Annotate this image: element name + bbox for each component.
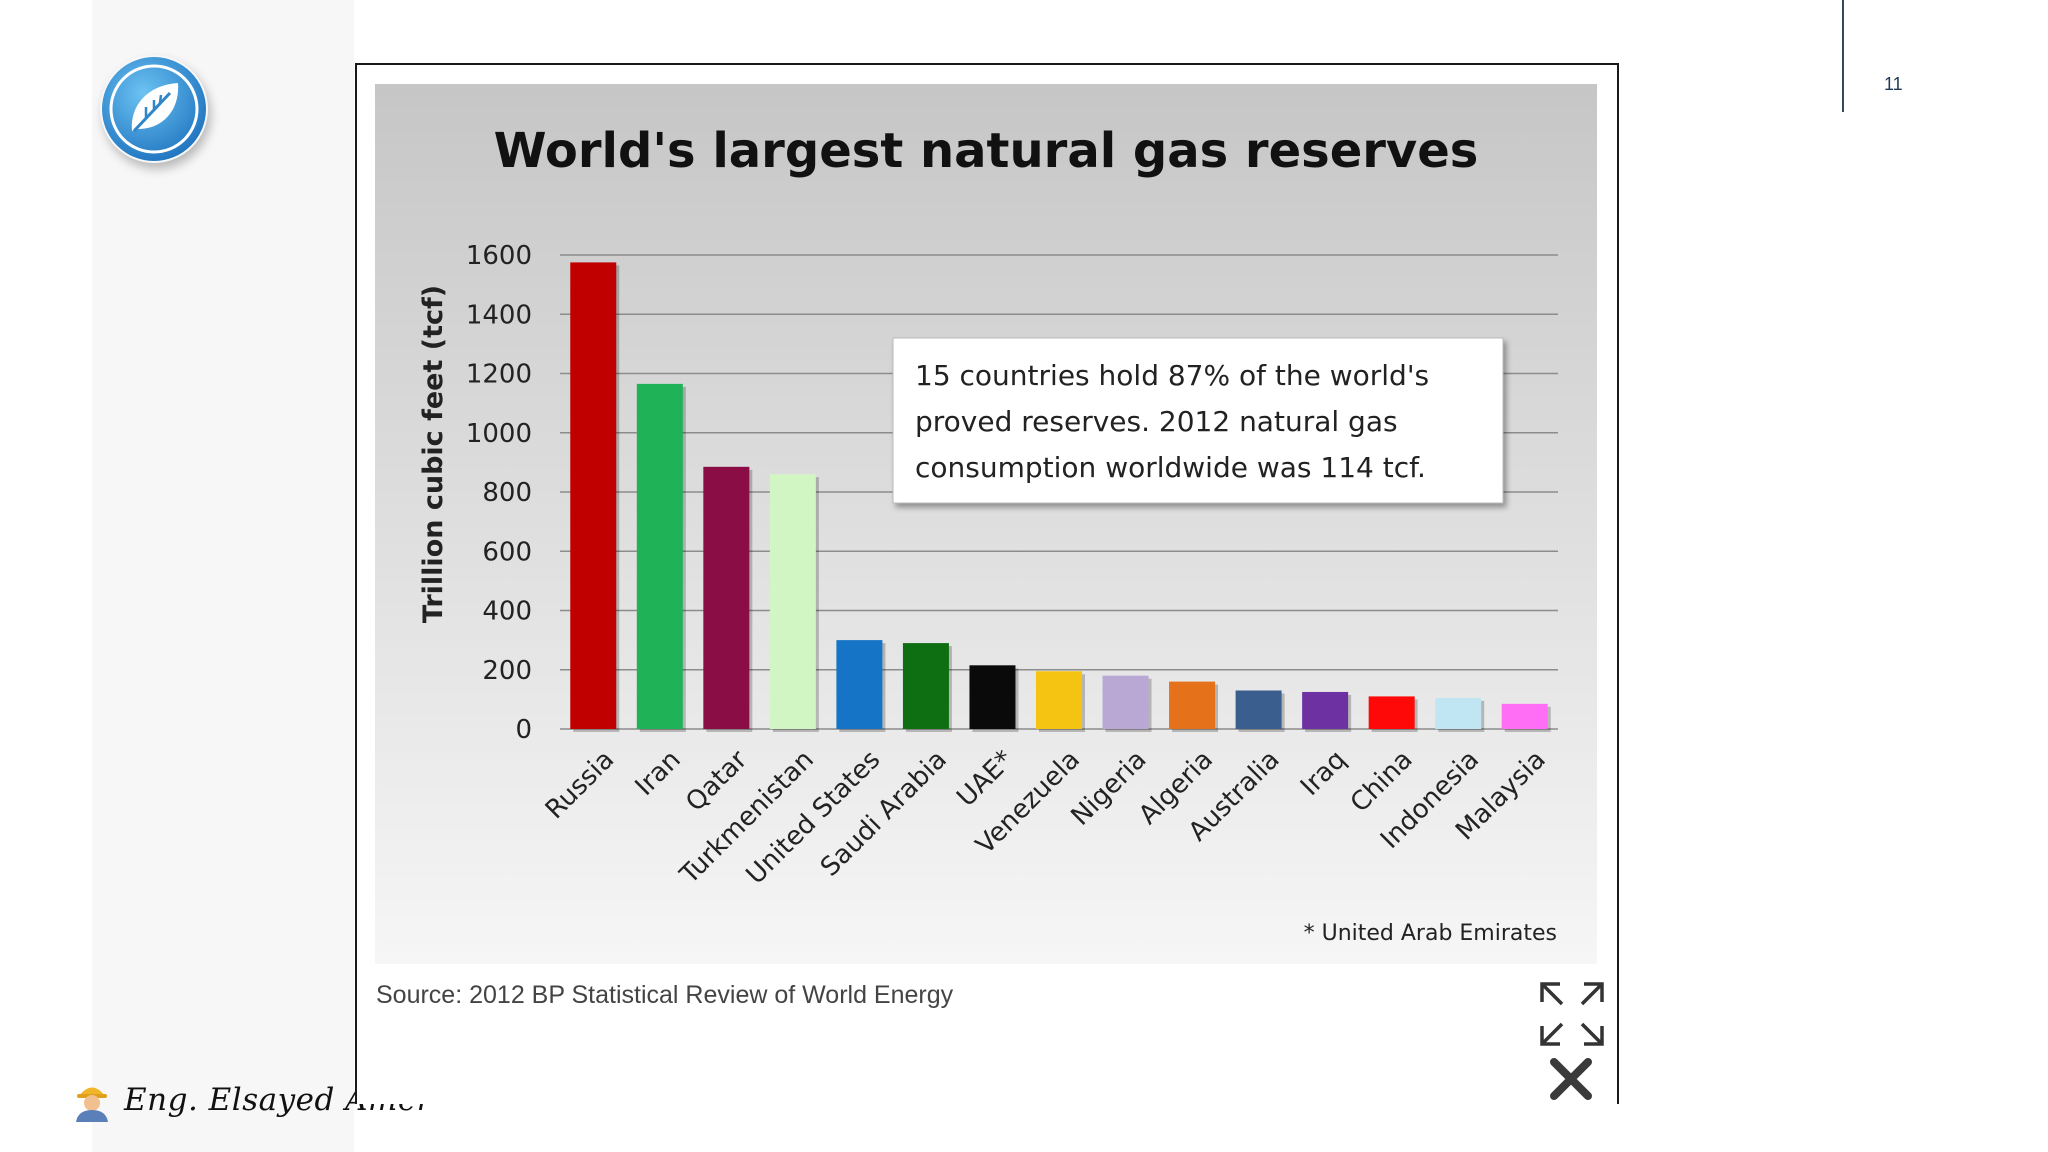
- y-tick-label: 1600: [466, 241, 532, 271]
- header-divider: [1842, 0, 1844, 112]
- y-tick-label: 1200: [466, 360, 532, 390]
- expand-icon[interactable]: [1538, 980, 1606, 1048]
- bar: [1435, 697, 1482, 729]
- y-tick-label: 800: [482, 478, 532, 508]
- y-axis-ticks: 0 200 400 600 800 1000 1200 1400 1600: [466, 241, 532, 745]
- bar: [1302, 691, 1349, 729]
- y-tick-label: 1000: [466, 419, 532, 449]
- bar: [570, 262, 617, 729]
- y-tick-label: 600: [482, 537, 532, 567]
- bar: [1036, 671, 1082, 729]
- annotation-box: 15 countries hold 87% of the world's prov…: [892, 337, 1504, 504]
- bar: [1169, 681, 1216, 729]
- leaf-logo-icon: [102, 57, 206, 161]
- bar: [1368, 696, 1415, 729]
- source-caption: Source: 2012 BP Statistical Review of Wo…: [376, 981, 954, 1009]
- bars: [570, 262, 1551, 732]
- bar: [769, 474, 816, 729]
- annotation-line: 15 countries hold 87% of the world's: [915, 359, 1429, 392]
- left-panel: [92, 0, 354, 1152]
- annotation-line: consumption worldwide was 114 tcf.: [915, 451, 1426, 484]
- chart-title: World's largest natural gas reserves: [494, 123, 1479, 179]
- y-tick-label: 1400: [466, 300, 532, 330]
- bar: [1102, 675, 1149, 729]
- page-number: 11: [1884, 74, 1903, 94]
- close-icon[interactable]: [1548, 1056, 1594, 1102]
- bar: [1501, 703, 1548, 729]
- svg-text:15 countries hold 87% of the w: 15 countries hold 87% of the world's prov…: [915, 359, 1429, 484]
- bar: [1235, 690, 1282, 729]
- y-tick-label: 400: [482, 597, 532, 627]
- annotation-line: proved reserves. 2012 natural gas: [915, 405, 1398, 438]
- worker-emoji-icon: [76, 1087, 108, 1122]
- bar: [636, 383, 683, 729]
- bar: [969, 665, 1016, 729]
- chart-footnote: * United Arab Emirates: [1304, 921, 1557, 946]
- bar: [836, 640, 883, 729]
- bar: [703, 466, 750, 729]
- y-tick-label: 0: [515, 715, 532, 745]
- bar: [902, 643, 949, 729]
- bar-chart: World's largest natural gas reserves 0 20…: [375, 84, 1597, 964]
- y-tick-label: 200: [482, 656, 532, 686]
- y-axis-label: Trillion cubic feet (tcf): [418, 285, 449, 623]
